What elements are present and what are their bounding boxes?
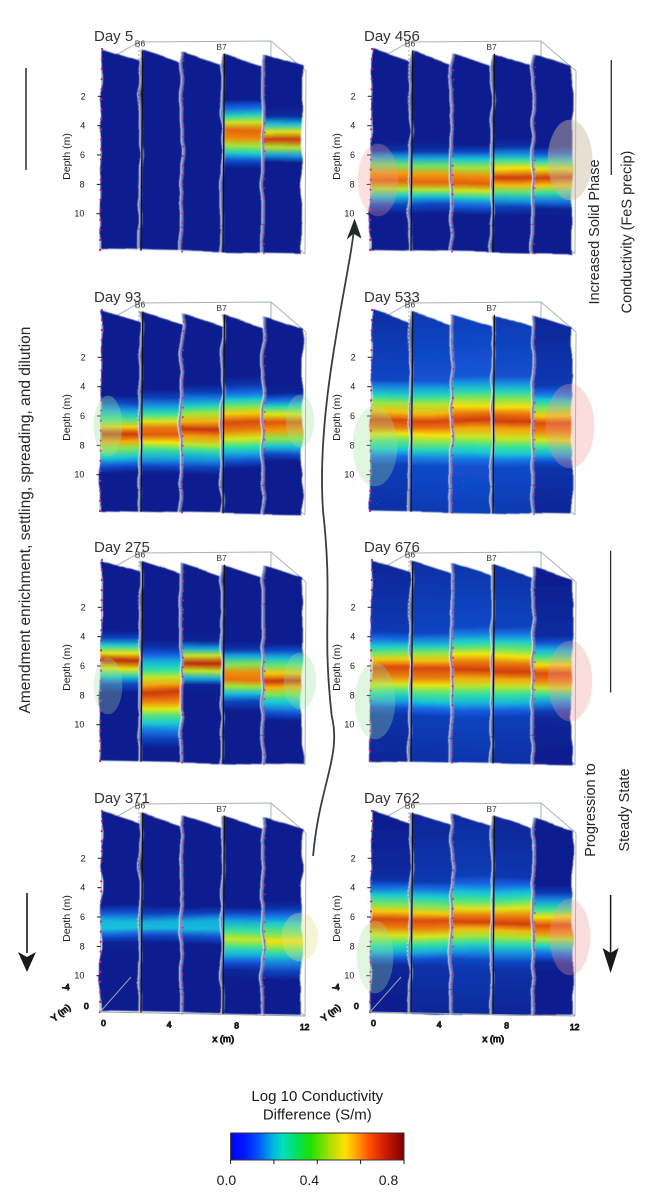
svg-text:Increased Solid Phase: Increased Solid Phase	[587, 159, 603, 304]
svg-text:Progression to: Progression to	[583, 763, 599, 857]
svg-text:Y (m): Y (m)	[319, 1002, 342, 1023]
svg-text:Steady State: Steady State	[617, 768, 633, 851]
svg-text:0.4: 0.4	[300, 1172, 320, 1188]
svg-text:4: 4	[80, 381, 85, 391]
svg-text:Log 10 Conductivity: Log 10 Conductivity	[251, 1088, 383, 1105]
svg-text:0: 0	[101, 1018, 106, 1028]
svg-text:B7: B7	[486, 804, 497, 814]
svg-text:Conductivity (FeS precip): Conductivity (FeS precip)	[620, 151, 636, 314]
svg-text:2: 2	[81, 91, 86, 101]
svg-text:B6: B6	[135, 299, 146, 309]
svg-text:6: 6	[80, 912, 85, 922]
svg-text:B7: B7	[486, 42, 497, 52]
svg-text:2: 2	[351, 91, 356, 101]
svg-text:0: 0	[371, 1018, 376, 1028]
svg-text:x (m): x (m)	[483, 1034, 505, 1045]
svg-text:4: 4	[350, 121, 355, 131]
svg-text:10: 10	[344, 970, 354, 980]
svg-text:Depth (m): Depth (m)	[61, 394, 73, 441]
svg-text:4: 4	[80, 631, 85, 641]
svg-text:2: 2	[81, 602, 86, 612]
svg-text:6: 6	[350, 912, 355, 922]
svg-text:10: 10	[74, 469, 84, 479]
svg-text:Depth (m): Depth (m)	[61, 895, 73, 942]
svg-text:Depth (m): Depth (m)	[61, 133, 73, 180]
svg-text:4: 4	[167, 1019, 172, 1029]
svg-text:10: 10	[74, 719, 84, 729]
svg-text:Day 5: Day 5	[94, 28, 133, 45]
svg-text:Depth (m): Depth (m)	[331, 133, 343, 180]
svg-text:Depth (m): Depth (m)	[331, 895, 343, 942]
svg-text:4: 4	[80, 882, 85, 892]
svg-text:-4: -4	[332, 982, 340, 992]
svg-text:2: 2	[81, 352, 86, 362]
svg-text:Depth (m): Depth (m)	[61, 644, 73, 691]
svg-text:8: 8	[80, 941, 85, 951]
svg-text:8: 8	[80, 690, 85, 700]
svg-text:B6: B6	[135, 800, 146, 810]
svg-text:0: 0	[354, 1001, 359, 1011]
svg-text:B7: B7	[486, 302, 497, 312]
svg-text:Difference (S/m): Difference (S/m)	[263, 1107, 372, 1124]
svg-text:6: 6	[80, 411, 85, 421]
svg-text:8: 8	[350, 179, 355, 189]
svg-text:4: 4	[80, 121, 85, 131]
svg-text:B6: B6	[135, 549, 146, 559]
svg-text:10: 10	[74, 970, 84, 980]
svg-text:x (m): x (m)	[213, 1034, 235, 1045]
svg-text:10: 10	[74, 209, 84, 219]
svg-text:12: 12	[570, 1022, 580, 1032]
svg-text:8: 8	[504, 1020, 509, 1030]
svg-text:B6: B6	[405, 39, 416, 49]
svg-text:6: 6	[350, 150, 355, 160]
svg-text:8: 8	[234, 1020, 239, 1030]
svg-text:4: 4	[437, 1019, 442, 1029]
svg-text:0: 0	[84, 1001, 89, 1011]
svg-text:6: 6	[80, 150, 85, 160]
svg-text:2: 2	[81, 853, 86, 863]
svg-text:8: 8	[350, 941, 355, 951]
svg-text:8: 8	[80, 440, 85, 450]
svg-text:Amendment enrichment, settling: Amendment enrichment, settling, spreadin…	[17, 327, 34, 714]
svg-text:B7: B7	[216, 804, 227, 814]
svg-text:8: 8	[80, 179, 85, 189]
svg-text:B7: B7	[486, 552, 497, 562]
svg-text:B7: B7	[216, 42, 227, 52]
svg-text:B6: B6	[135, 39, 146, 49]
svg-text:B7: B7	[216, 302, 227, 312]
svg-text:-4: -4	[62, 982, 70, 992]
svg-text:0.8: 0.8	[379, 1172, 399, 1188]
svg-text:0.0: 0.0	[217, 1172, 237, 1188]
svg-text:B7: B7	[216, 552, 227, 562]
svg-text:6: 6	[80, 661, 85, 671]
